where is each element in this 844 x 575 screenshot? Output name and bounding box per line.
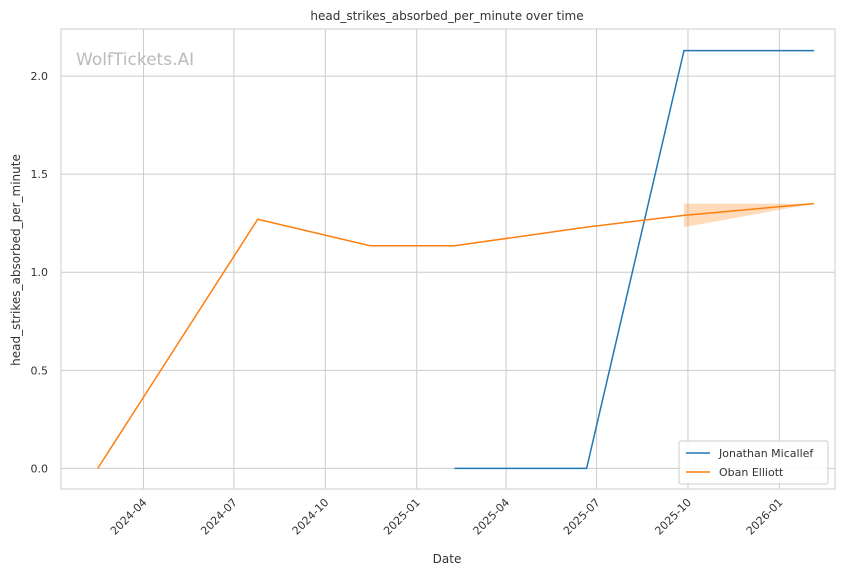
y-axis-label: head_strikes_absorbed_per_minute: [9, 154, 23, 366]
y-tick-label: 1.5: [31, 168, 49, 181]
confidence-bands: [683, 203, 815, 228]
series-line: [454, 49, 815, 470]
y-tick-label: 2.0: [31, 70, 49, 83]
legend-label: Oban Elliott: [719, 466, 784, 479]
legend: Jonathan Micallef Oban Elliott: [678, 440, 829, 485]
y-tick-label: 0.5: [31, 364, 49, 377]
x-tick-labels: 2024-04 2024-07 2024-10 2025-01 2025-04 2025-…: [108, 496, 786, 538]
y-tick-label: 0.0: [31, 462, 49, 475]
plot-area-frame: [60, 28, 836, 490]
x-tick-label: 2025-07: [561, 496, 603, 538]
series-band: [683, 203, 815, 228]
x-tick-label: 2025-04: [471, 496, 513, 538]
x-tick-label: 2024-10: [290, 496, 332, 538]
chart-title: head_strikes_absorbed_per_minute over ti…: [310, 9, 583, 23]
x-tick-label: 2024-07: [198, 496, 240, 538]
watermark: WolfTickets.AI: [76, 50, 194, 70]
x-tick-label: 2026-01: [744, 496, 786, 538]
x-tick-label: 2025-01: [381, 496, 423, 538]
legend-label: Jonathan Micallef: [718, 447, 814, 460]
legend-box: [678, 440, 829, 485]
series-lines: [97, 49, 815, 470]
y-tick-labels: 0.0 0.5 1.0 1.5 2.0: [31, 70, 49, 475]
x-tick-label: 2024-04: [108, 496, 150, 538]
grid-lines: [61, 29, 835, 489]
x-axis-label: Date: [433, 552, 462, 566]
y-tick-label: 1.0: [31, 266, 49, 279]
series-line: [97, 202, 815, 469]
x-tick-label: 2025-10: [652, 496, 694, 538]
